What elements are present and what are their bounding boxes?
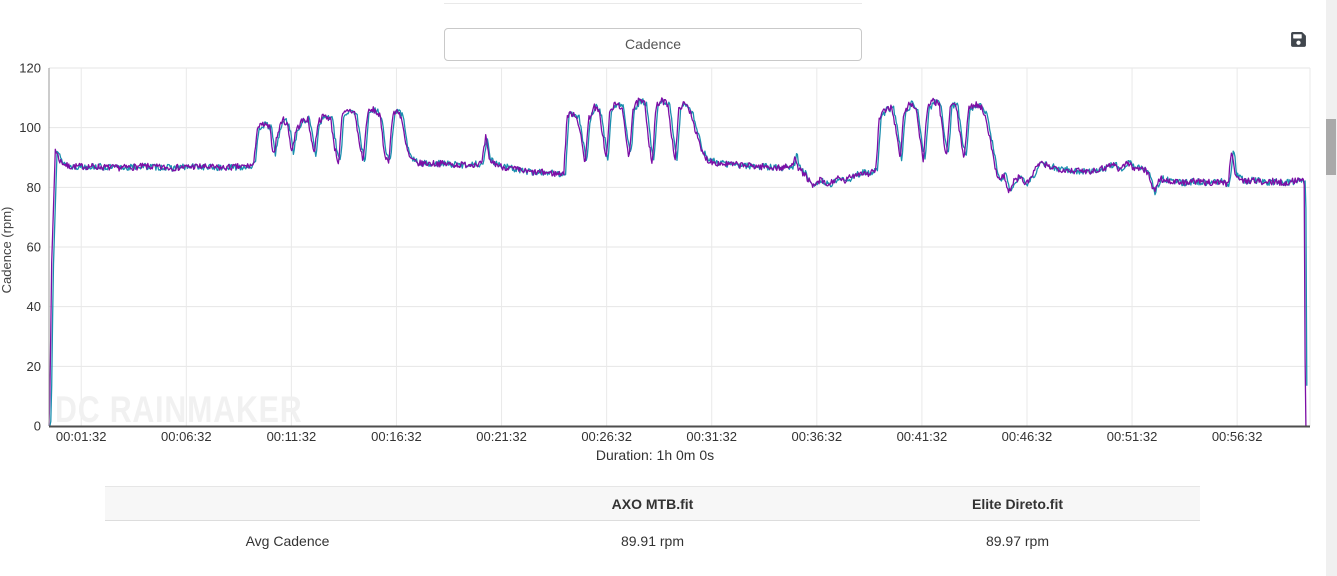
x-tick-label: 00:31:32 (686, 429, 737, 444)
y-axis-title: Cadence (rpm) (0, 207, 14, 294)
series-line-elite-direto-fit (49, 98, 1308, 427)
metric-cadence-button[interactable]: Cadence (444, 28, 862, 61)
scrollbar-track[interactable] (1326, 0, 1337, 576)
y-tick-label: 40 (27, 299, 41, 314)
chart-tick-labels: 0 20 40 60 80 100 120 00:01:32 00:06:32 00:11:32 0… (19, 61, 1262, 445)
table-header-row: AXO MTB.fit Elite Direto.fit (105, 486, 1200, 521)
y-tick-label: 0 (34, 419, 41, 434)
floppy-save-icon (1291, 32, 1306, 47)
save-chart-button[interactable] (1290, 31, 1307, 48)
y-tick-label: 20 (27, 359, 41, 374)
y-tick-label: 100 (19, 120, 41, 135)
table-header-file1: AXO MTB.fit (611, 495, 694, 512)
avg-cadence-file2: 89.97 rpm (985, 533, 1050, 549)
table-header-file2: Elite Direto.fit (971, 495, 1063, 512)
x-tick-label: 00:56:32 (1212, 429, 1263, 444)
series-line-axo-mtb-fit (48, 97, 1307, 427)
x-tick-label: 00:06:32 (161, 429, 212, 444)
cadence-chart[interactable]: DC RAINMAKER 0 20 40 60 80 100 120 00:01:32 00:0… (0, 60, 1320, 460)
y-tick-label: 120 (19, 61, 41, 76)
x-tick-label: 00:51:32 (1107, 429, 1158, 444)
top-divider (444, 3, 862, 4)
x-tick-label: 00:01:32 (56, 429, 107, 444)
x-tick-label: 00:41:32 (897, 429, 948, 444)
x-tick-label: 00:16:32 (371, 429, 422, 444)
row-label-avg-cadence: Avg Cadence (245, 533, 330, 549)
x-tick-label: 00:26:32 (581, 429, 632, 444)
table-row: Avg Cadence 89.91 rpm 89.97 rpm (105, 521, 1200, 561)
scrollbar-thumb[interactable] (1326, 119, 1336, 175)
chart-series (48, 97, 1308, 427)
chart-axes (48, 68, 1310, 428)
avg-cadence-file1: 89.91 rpm (620, 533, 685, 549)
comparison-table: AXO MTB.fit Elite Direto.fit Avg Cadence… (105, 486, 1200, 561)
x-tick-label: 00:46:32 (1002, 429, 1053, 444)
y-tick-label: 60 (27, 240, 41, 255)
chart-watermark: DC RAINMAKER (55, 389, 302, 431)
x-axis-title: Duration: 1h 0m 0s (595, 447, 715, 463)
x-tick-label: 00:21:32 (476, 429, 527, 444)
x-tick-label: 00:36:32 (792, 429, 843, 444)
x-tick-label: 00:11:32 (267, 429, 317, 444)
y-tick-label: 80 (27, 180, 41, 195)
